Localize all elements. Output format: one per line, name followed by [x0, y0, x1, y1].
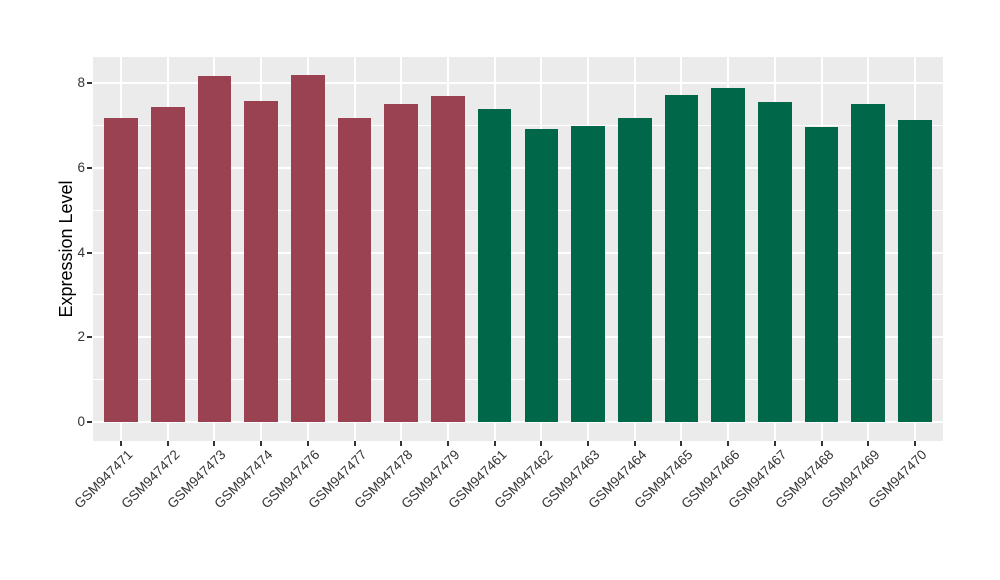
- x-tick-mark: [680, 441, 683, 446]
- y-tick-label: 0: [77, 413, 85, 429]
- bar-GSM947474: [244, 100, 278, 422]
- minor-gridline: [93, 379, 943, 381]
- bar-GSM947479: [431, 96, 465, 422]
- x-tick-mark: [120, 441, 123, 446]
- bar-GSM947470: [898, 119, 932, 422]
- bar-GSM947471: [104, 117, 138, 422]
- x-tick-mark: [166, 441, 169, 446]
- major-gridline: [93, 336, 943, 339]
- x-tick-mark: [867, 441, 870, 446]
- x-tick-mark: [446, 441, 449, 446]
- major-gridline: [93, 166, 943, 169]
- minor-gridline: [93, 294, 943, 296]
- bar-GSM947466: [711, 87, 745, 422]
- bar-GSM947472: [150, 106, 185, 422]
- bar-GSM947463: [571, 125, 605, 422]
- x-tick-mark: [493, 441, 496, 446]
- y-tick-label: 8: [77, 75, 85, 91]
- y-tick-label: 2: [77, 329, 85, 345]
- x-tick-mark: [260, 441, 263, 446]
- bar-GSM947464: [617, 117, 652, 422]
- y-tick-mark: [87, 82, 92, 85]
- x-tick-mark: [633, 441, 636, 446]
- bar-GSM947469: [851, 103, 886, 422]
- bar-GSM947467: [758, 102, 792, 422]
- y-tick-mark: [87, 336, 92, 339]
- x-tick-mark: [540, 441, 543, 446]
- y-tick-label: 4: [77, 244, 85, 260]
- y-tick-label: 6: [77, 159, 85, 175]
- x-tick-mark: [820, 441, 823, 446]
- plot-panel: [93, 57, 943, 441]
- major-gridline: [93, 251, 943, 254]
- minor-gridline: [93, 125, 943, 127]
- bar-GSM947461: [477, 108, 512, 422]
- x-tick-mark: [213, 441, 216, 446]
- bar-GSM947465: [664, 95, 699, 422]
- bar-GSM947473: [197, 76, 232, 422]
- x-tick-mark: [400, 441, 403, 446]
- x-tick-mark: [727, 441, 730, 446]
- x-tick-mark: [587, 441, 590, 446]
- bar-GSM947462: [524, 129, 559, 422]
- bar-GSM947476: [291, 74, 325, 422]
- bar-GSM947468: [804, 126, 839, 422]
- y-tick-mark: [87, 166, 92, 169]
- y-tick-mark: [87, 420, 92, 423]
- y-tick-mark: [87, 251, 92, 254]
- x-tick-mark: [353, 441, 356, 446]
- bar-GSM947477: [337, 117, 372, 422]
- bar-GSM947478: [384, 103, 419, 422]
- major-gridline: [93, 82, 943, 85]
- x-tick-mark: [913, 441, 916, 446]
- x-tick-mark: [773, 441, 776, 446]
- minor-gridline: [93, 209, 943, 211]
- major-gridline: [93, 420, 943, 423]
- x-tick-mark: [306, 441, 309, 446]
